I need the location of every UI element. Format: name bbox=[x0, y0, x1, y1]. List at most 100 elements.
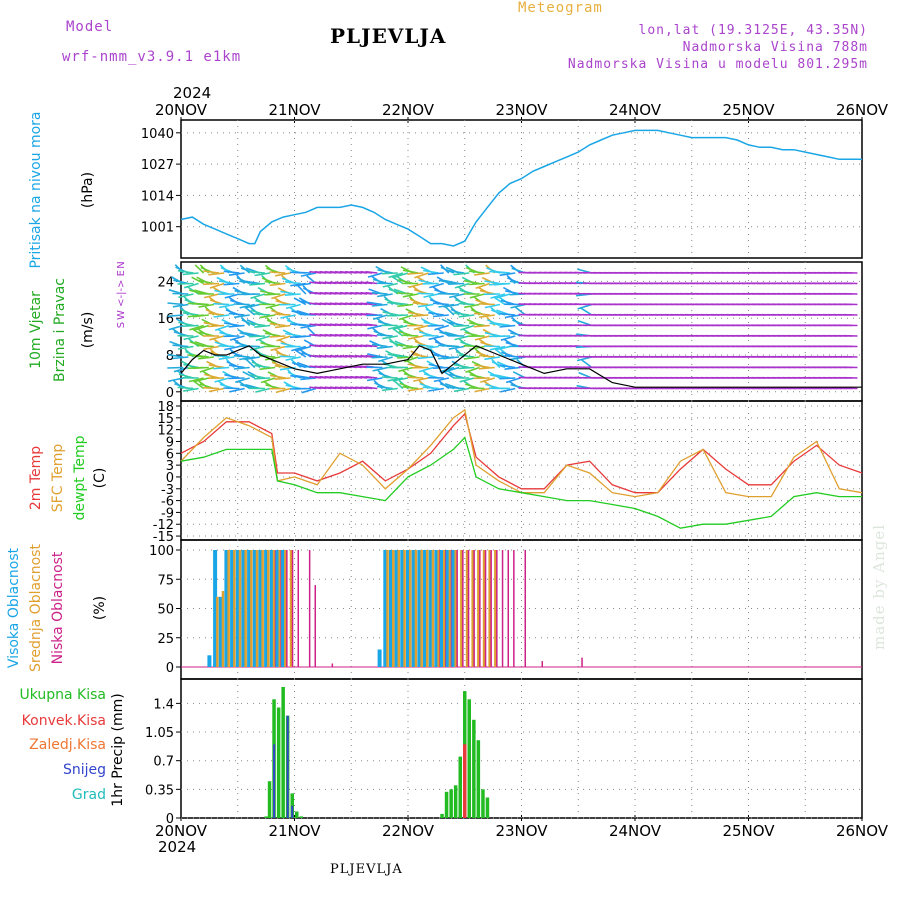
wind-ylabel-2: Brzina i Pravac bbox=[52, 278, 68, 382]
precip-bar bbox=[485, 797, 490, 818]
wind-barb bbox=[301, 387, 317, 394]
wind-barb bbox=[300, 324, 317, 329]
wind-barb bbox=[432, 302, 449, 306]
wind-barb bbox=[387, 353, 404, 358]
wind-barb bbox=[218, 303, 235, 309]
wind-barb bbox=[249, 282, 266, 286]
wind-barb bbox=[468, 282, 485, 286]
wind-barb bbox=[367, 272, 383, 278]
y-tick-label-cloud: 25 bbox=[157, 632, 174, 647]
wind-barb bbox=[244, 306, 256, 316]
wind-barb bbox=[418, 366, 434, 373]
wind-barb bbox=[495, 293, 511, 299]
cloud-bar bbox=[255, 550, 259, 667]
cloud-bar bbox=[269, 550, 274, 667]
wind-barb bbox=[233, 314, 250, 319]
wind-barb bbox=[581, 359, 593, 369]
wind-barb bbox=[228, 272, 245, 276]
cloud-bar bbox=[423, 550, 427, 667]
wind-barb bbox=[427, 324, 444, 327]
wind-barb bbox=[172, 303, 189, 308]
precip-bar bbox=[458, 756, 462, 818]
wind-barb bbox=[494, 335, 511, 338]
cloud-bar bbox=[484, 550, 487, 667]
wind-barb bbox=[194, 264, 205, 274]
wind-barb bbox=[448, 321, 465, 327]
wind-barb bbox=[177, 345, 194, 350]
precip-bar bbox=[476, 740, 481, 818]
wind-barb bbox=[297, 285, 307, 295]
station-title: PLJEVLJA bbox=[330, 24, 447, 48]
precip-bar bbox=[467, 699, 471, 818]
wind-barb bbox=[365, 281, 378, 285]
wind-barb bbox=[397, 292, 414, 295]
wind-barb bbox=[458, 314, 475, 318]
cloud-bar bbox=[377, 649, 382, 667]
y-tick-label-pressure: 1014 bbox=[141, 189, 174, 204]
cloud-bar bbox=[471, 550, 474, 667]
cloud-bar bbox=[238, 550, 242, 667]
wind-barb bbox=[255, 387, 271, 393]
wind-barb bbox=[229, 335, 245, 341]
wind-barb bbox=[203, 270, 220, 274]
cloud-bar bbox=[383, 550, 388, 667]
wind-barb bbox=[381, 376, 398, 379]
wind-barb bbox=[382, 311, 398, 316]
cloud-bar bbox=[394, 550, 399, 667]
wind-barb bbox=[453, 324, 470, 328]
wind-barb bbox=[223, 387, 240, 390]
wind-barb bbox=[167, 302, 184, 306]
lonlat-label: lon,lat (19.3125E, 43.35N) bbox=[638, 23, 868, 38]
cloud-bar bbox=[272, 550, 276, 667]
wind-barb bbox=[412, 353, 429, 358]
wind-barb bbox=[172, 356, 189, 360]
cloud-bar bbox=[488, 550, 491, 667]
x-tick-label-top: 21NOV bbox=[268, 101, 321, 119]
wind-barb bbox=[264, 332, 281, 337]
pressure-ylabel: Pritisak na nivou mora bbox=[28, 111, 44, 268]
precip-bar bbox=[264, 816, 268, 818]
pressure-line bbox=[180, 129, 862, 247]
cloud-bar bbox=[496, 550, 498, 667]
wind-barb bbox=[484, 303, 501, 309]
y-tick-label-precip: 0.35 bbox=[145, 783, 174, 798]
x-tick-label-bottom: 23NOV bbox=[495, 822, 548, 840]
wind-barb bbox=[209, 335, 225, 341]
cloud-unit-label: (%) bbox=[92, 596, 108, 620]
wind-barb bbox=[269, 322, 286, 327]
wind-barb bbox=[441, 318, 455, 327]
wind-barb bbox=[408, 282, 424, 289]
wind-barb bbox=[365, 344, 378, 348]
cloud-bar bbox=[314, 585, 316, 667]
wind-barb bbox=[197, 344, 214, 348]
y-tick-label-wind: 16 bbox=[157, 312, 174, 327]
temp-line-2 bbox=[180, 436, 862, 529]
wind-barb bbox=[182, 312, 199, 316]
cloud-bar bbox=[465, 550, 469, 667]
wind-barb bbox=[275, 387, 291, 394]
precip-bar bbox=[472, 719, 476, 819]
wind-barb bbox=[387, 324, 404, 330]
wind-barb bbox=[458, 366, 475, 370]
wind-barb bbox=[271, 293, 286, 300]
wind-barb bbox=[213, 366, 230, 370]
wind-barb bbox=[474, 387, 490, 393]
cloud-bar bbox=[227, 550, 230, 667]
wind-barb bbox=[417, 356, 434, 360]
x-tick-label-top: 22NOV bbox=[382, 101, 435, 119]
temp-ylabel-dewpt: dewpt Temp bbox=[72, 435, 88, 520]
wind-barb bbox=[243, 293, 260, 296]
cloud-bar bbox=[258, 550, 263, 667]
wind-barb bbox=[239, 356, 255, 361]
cloud-bar bbox=[440, 550, 444, 667]
wind-barb bbox=[276, 335, 291, 342]
wind-barb bbox=[229, 387, 245, 393]
wind-barb bbox=[402, 386, 419, 390]
wind-dir-north: N bbox=[116, 261, 127, 268]
wind-barb bbox=[245, 358, 256, 369]
wind-barb bbox=[295, 323, 312, 327]
wind-barb bbox=[468, 387, 485, 390]
wind-barb bbox=[478, 366, 495, 370]
y-tick-label-temperature: -6 bbox=[161, 495, 174, 510]
x-tick-label-bottom: 20NOV bbox=[155, 822, 208, 840]
